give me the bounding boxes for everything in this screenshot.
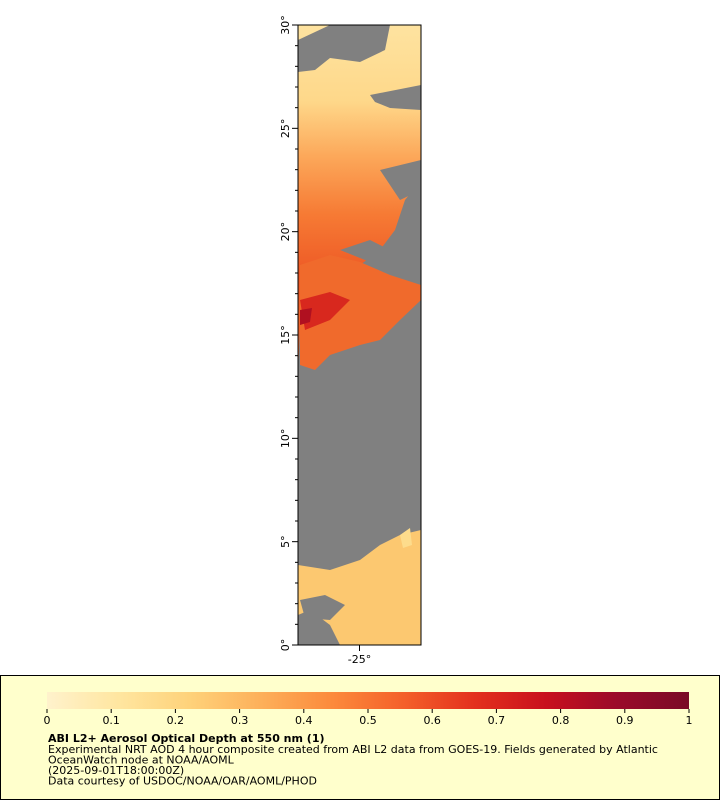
colorbar-tick-label: 0.6: [423, 714, 441, 727]
lat-tick-label: 20°: [279, 222, 292, 242]
colorbar-tick-label: 0.4: [295, 714, 313, 727]
lat-tick-label: 5°: [279, 535, 292, 548]
aerosol-field: [400, 528, 412, 548]
legend-text: OceanWatch node at NOAA/AOML: [48, 754, 235, 767]
lat-tick-label: 25°: [279, 119, 292, 139]
cloud-gap: [300, 595, 345, 620]
colorbar-tick-label: 0.1: [102, 714, 120, 727]
colorbar-tick-label: 0.3: [231, 714, 249, 727]
colorbar: [47, 692, 689, 709]
lat-tick-label: 0°: [279, 639, 292, 652]
colorbar-tick-label: 0.2: [167, 714, 185, 727]
aerosol-field: [300, 292, 350, 330]
legend-text: Data courtesy of USDOC/NOAA/OAR/AOML/PHO…: [48, 775, 317, 788]
colorbar-tick-label: 0.5: [359, 714, 377, 727]
cloud-gap: [370, 85, 421, 110]
cloud-gap: [298, 25, 390, 72]
map-image: [298, 25, 421, 645]
lat-tick-label: 10°: [279, 429, 292, 449]
colorbar-tick-label: 0.8: [552, 714, 570, 727]
cloud-gap: [340, 240, 390, 262]
aerosol-field: [300, 308, 312, 325]
colorbar-tick-label: 1: [686, 714, 693, 727]
aerosol-field: [300, 255, 421, 370]
legend-title: ABI L2+ Aerosol Optical Depth at 550 nm …: [48, 732, 325, 745]
lat-tick-label: 15°: [279, 325, 292, 345]
cloud-gap: [380, 160, 421, 200]
lon-tick-label: -25°: [348, 653, 371, 666]
lat-tick-label: 30°: [279, 15, 292, 35]
legend-text: Experimental NRT AOD 4 hour composite cr…: [48, 743, 658, 756]
colorbar-tick-label: 0.9: [616, 714, 634, 727]
colorbar-tick-label: 0.7: [488, 714, 506, 727]
colorbar-tick-label: 0: [44, 714, 51, 727]
legend-text: (2025-09-01T18:00:00Z): [48, 764, 184, 777]
